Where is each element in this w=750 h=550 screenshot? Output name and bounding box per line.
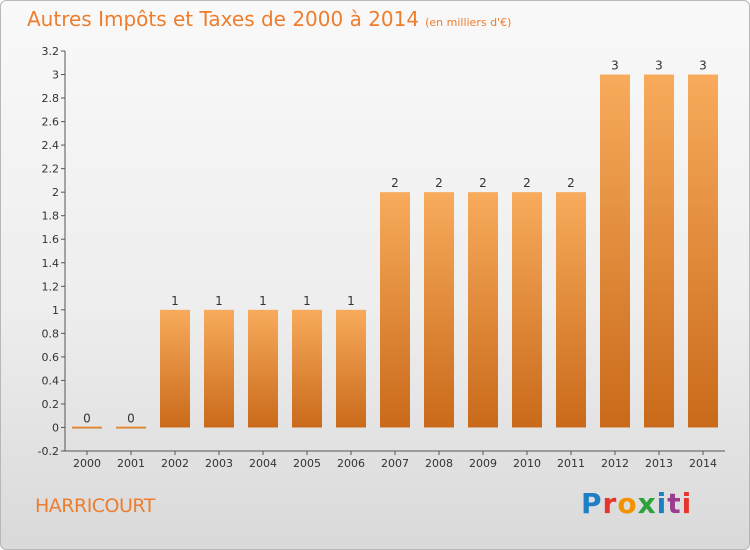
x-tick-label: 2001 xyxy=(117,457,145,470)
bar-value-label: 0 xyxy=(127,411,135,425)
y-tick-label: 3.2 xyxy=(42,45,60,58)
y-tick-label: 1.4 xyxy=(42,257,60,270)
y-tick-label: 3 xyxy=(52,69,59,82)
y-tick-label: 2.2 xyxy=(42,163,60,176)
bar xyxy=(380,192,410,428)
bar-value-label: 1 xyxy=(215,294,223,308)
y-tick-label: 0.2 xyxy=(42,398,60,411)
bar xyxy=(688,74,718,428)
x-tick-label: 2003 xyxy=(205,457,233,470)
bar xyxy=(644,74,674,428)
x-tick-label: 2013 xyxy=(645,457,673,470)
bar xyxy=(116,426,146,429)
x-tick-label: 2007 xyxy=(381,457,409,470)
y-tick-label: 1.2 xyxy=(42,280,60,293)
bar xyxy=(600,74,630,428)
bar-value-label: 3 xyxy=(611,59,619,73)
bar-value-label: 2 xyxy=(567,176,575,190)
x-tick-label: 2011 xyxy=(557,457,585,470)
bar xyxy=(72,426,102,429)
bar-value-label: 3 xyxy=(655,59,663,73)
x-tick-label: 2005 xyxy=(293,457,321,470)
x-tick-label: 2004 xyxy=(249,457,277,470)
y-tick-label: 0.8 xyxy=(42,327,60,340)
commune-name: HARRICOURT xyxy=(35,495,155,517)
bar xyxy=(292,309,322,428)
chart-title: Autres Impôts et Taxes de 2000 à 2014 (en… xyxy=(27,7,511,31)
y-tick-label: 0.6 xyxy=(42,351,60,364)
y-tick-label: 2 xyxy=(52,186,59,199)
bar xyxy=(424,192,454,428)
x-tick-label: 2009 xyxy=(469,457,497,470)
x-tick-label: 2002 xyxy=(161,457,189,470)
bar-value-label: 3 xyxy=(699,59,707,73)
bar-value-label: 0 xyxy=(83,411,91,425)
bar xyxy=(512,192,542,428)
bar xyxy=(556,192,586,428)
bar-value-label: 2 xyxy=(391,176,399,190)
y-tick-label: -0.2 xyxy=(38,445,59,458)
bar-value-label: 1 xyxy=(303,294,311,308)
x-tick-label: 2008 xyxy=(425,457,453,470)
bar-value-label: 1 xyxy=(171,294,179,308)
bar xyxy=(204,309,234,428)
bar xyxy=(160,309,190,428)
x-tick-label: 2000 xyxy=(73,457,101,470)
x-tick-label: 2010 xyxy=(513,457,541,470)
y-tick-label: 1 xyxy=(52,304,59,317)
proxiti-logo: Proxiti xyxy=(581,487,693,520)
x-tick-label: 2012 xyxy=(601,457,629,470)
bar xyxy=(468,192,498,428)
y-tick-label: 2.6 xyxy=(42,116,60,129)
unit-note: (en milliers d'€) xyxy=(425,16,512,29)
x-tick-label: 2006 xyxy=(337,457,365,470)
bar xyxy=(248,309,278,428)
y-tick-label: 1.8 xyxy=(42,210,60,223)
bar xyxy=(336,309,366,428)
bar-value-label: 2 xyxy=(435,176,443,190)
y-tick-label: 1.6 xyxy=(42,233,60,246)
y-tick-label: 2.4 xyxy=(42,139,60,152)
y-tick-label: 0 xyxy=(52,421,59,434)
y-tick-label: 0.4 xyxy=(42,374,60,387)
bar-value-label: 1 xyxy=(259,294,267,308)
bar-value-label: 1 xyxy=(347,294,355,308)
title-text: Autres Impôts et Taxes de 2000 à 2014 xyxy=(27,7,420,31)
y-tick-label: 2.8 xyxy=(42,92,60,105)
bar-value-label: 2 xyxy=(479,176,487,190)
x-tick-label: 2014 xyxy=(689,457,717,470)
bar-value-label: 2 xyxy=(523,176,531,190)
